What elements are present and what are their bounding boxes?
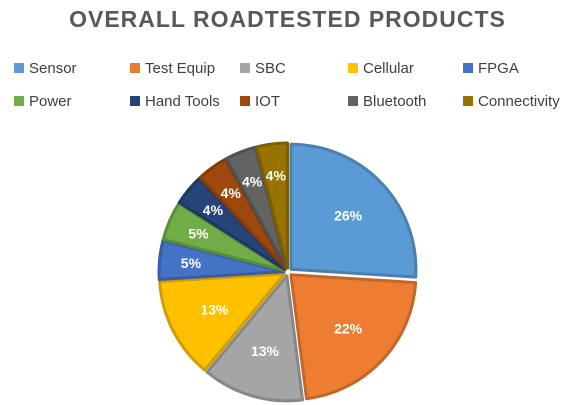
legend-item-power: Power: [14, 92, 72, 110]
legend-swatch: [240, 63, 250, 73]
data-label-fpga: 5%: [181, 255, 202, 271]
data-label-power: 5%: [188, 225, 209, 241]
data-label-hand-tools: 4%: [203, 202, 224, 218]
legend-label: Connectivity: [478, 92, 560, 110]
data-label-test-equip: 22%: [334, 321, 363, 337]
data-label-bluetooth: 4%: [242, 173, 263, 189]
data-label-sensor: 26%: [334, 208, 363, 224]
legend-label: Sensor: [29, 59, 77, 77]
pie-slice-sensor: [289, 142, 418, 279]
legend-item-fpga: FPGA: [463, 59, 519, 77]
legend-swatch: [130, 96, 140, 106]
legend-item-hand-tools: Hand Tools: [130, 92, 220, 110]
legend-item-bluetooth: Bluetooth: [348, 92, 426, 110]
legend-swatch: [463, 96, 473, 106]
legend-item-cellular: Cellular: [348, 59, 414, 77]
data-label-iot: 4%: [221, 185, 242, 201]
legend-swatch: [130, 63, 140, 73]
legend-item-connectivity: Connectivity: [463, 92, 560, 110]
legend-label: Power: [29, 92, 72, 110]
legend-label: FPGA: [478, 59, 519, 77]
pie-slice-test-equip: [289, 273, 418, 401]
legend-label: Hand Tools: [145, 92, 220, 110]
data-label-sbc: 13%: [251, 343, 280, 359]
data-label-connectivity: 4%: [266, 167, 287, 183]
data-label-cellular: 13%: [200, 302, 229, 318]
legend-swatch: [348, 96, 358, 106]
legend-label: IOT: [255, 92, 280, 110]
legend-item-sbc: SBC: [240, 59, 286, 77]
chart-title: OVERALL ROADTESTED PRODUCTS: [69, 6, 506, 32]
legend-swatch: [14, 96, 24, 106]
pie-slice-sbc: [205, 274, 305, 403]
legend-item-test-equip: Test Equip: [130, 59, 215, 77]
legend: Sensor Test Equip SBC Cellular FPGA Power Hand…: [0, 0, 575, 120]
legend-swatch: [348, 63, 358, 73]
legend-swatch: [240, 96, 250, 106]
pie-slice-cellular: [158, 272, 286, 372]
legend-label: Cellular: [363, 59, 414, 77]
legend-swatch: [463, 63, 473, 73]
legend-label: SBC: [255, 59, 286, 77]
legend-label: Bluetooth: [363, 92, 427, 110]
pie-slice-connectivity: [254, 141, 289, 270]
legend-swatch: [14, 63, 24, 73]
legend-item-iot: IOT: [240, 92, 280, 110]
legend-label: Test Equip: [145, 59, 216, 77]
legend-item-sensor: Sensor: [14, 59, 77, 77]
